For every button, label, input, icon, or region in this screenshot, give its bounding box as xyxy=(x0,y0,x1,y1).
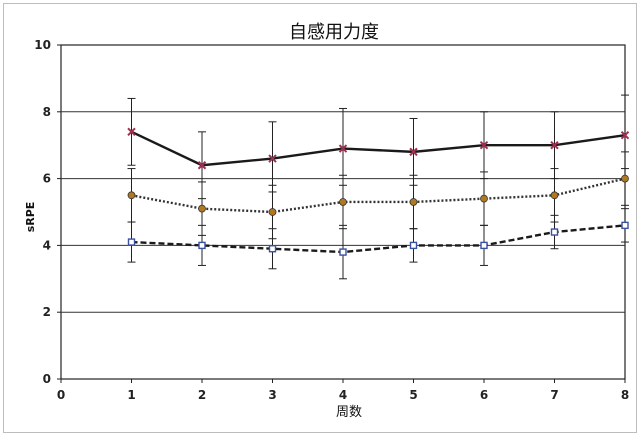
x-tick-label: 1 xyxy=(127,388,135,402)
data-point-marker xyxy=(127,191,136,200)
series-line-dotted xyxy=(131,177,626,214)
data-point-marker xyxy=(409,241,418,250)
y-tick-label: 0 xyxy=(43,372,51,386)
data-point-marker xyxy=(480,241,488,250)
y-tick-label: 6 xyxy=(43,172,51,186)
data-point-marker xyxy=(480,194,488,203)
data-point-marker xyxy=(550,140,559,150)
data-point-marker xyxy=(127,127,136,137)
y-tick-label: 2 xyxy=(43,305,51,319)
data-point-marker xyxy=(479,140,489,150)
x-tick-label: 4 xyxy=(339,388,347,402)
data-point-marker xyxy=(268,154,277,163)
data-point-marker xyxy=(339,198,347,206)
x-tick-label: 7 xyxy=(550,388,558,402)
x-tick-label: 5 xyxy=(409,388,417,402)
series-line-solid xyxy=(130,130,626,167)
x-axis-title: 周数 xyxy=(336,405,362,420)
y-tick-label: 8 xyxy=(43,105,51,119)
data-point-marker xyxy=(268,245,277,253)
plot-area: 0 2 4 6 8 10 0 1 2 3 4 5 6 7 8 xyxy=(34,38,630,402)
x-tick-label: 3 xyxy=(268,388,276,402)
y-tick-label: 10 xyxy=(34,38,51,52)
data-point-marker xyxy=(268,208,277,216)
data-point-marker xyxy=(409,147,418,157)
y-tick-label: 4 xyxy=(43,238,51,252)
data-point-marker xyxy=(550,228,559,236)
data-point-marker xyxy=(198,241,206,250)
chart-container: 自感用力度 周数 sRPE 0 2 4 6 8 10 0 1 2 3 4 5 6 7 8 xyxy=(3,3,637,433)
line-chart: 自感用力度 周数 sRPE 0 2 4 6 8 10 0 1 2 3 4 5 6 7 8 xyxy=(24,22,630,420)
data-point-marker xyxy=(338,144,348,153)
data-point-marker xyxy=(127,238,136,246)
series-line-dashed xyxy=(131,224,626,254)
x-tick-label: 2 xyxy=(198,388,206,402)
data-point-marker xyxy=(409,198,418,206)
x-tick-label: 0 xyxy=(57,388,65,402)
x-tick-label: 8 xyxy=(621,388,629,402)
data-point-marker xyxy=(621,174,629,183)
data-point-marker xyxy=(198,204,206,213)
data-point-marker xyxy=(197,161,207,170)
data-point-marker xyxy=(621,221,629,230)
chart-title: 自感用力度 xyxy=(289,22,379,43)
data-point-marker xyxy=(550,191,559,200)
y-axis-title: sRPE xyxy=(24,202,37,233)
data-point-marker xyxy=(620,130,630,140)
x-tick-label: 6 xyxy=(480,388,488,402)
data-point-marker xyxy=(339,248,347,256)
